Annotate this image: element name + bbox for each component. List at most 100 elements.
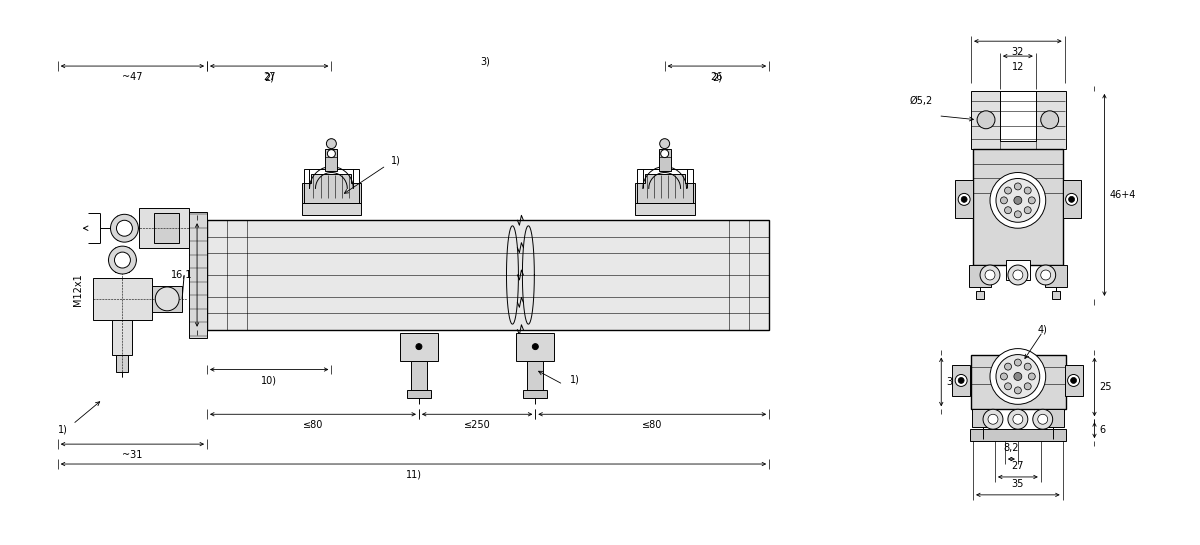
- Bar: [325, 149, 337, 171]
- Bar: [208, 220, 769, 330]
- Circle shape: [983, 409, 1003, 429]
- Circle shape: [1001, 197, 1008, 204]
- Text: 8,2: 8,2: [1003, 443, 1019, 453]
- Bar: [139, 208, 190, 248]
- Text: 35: 35: [1012, 479, 1024, 489]
- Circle shape: [1013, 270, 1022, 280]
- Bar: [1045, 265, 1067, 287]
- Text: 4): 4): [1038, 325, 1048, 335]
- Text: ~31: ~31: [122, 450, 143, 460]
- Bar: [527, 361, 544, 390]
- Text: 3: 3: [947, 377, 953, 387]
- Text: 26: 26: [710, 72, 724, 82]
- Text: 3): 3): [481, 56, 491, 66]
- Circle shape: [1025, 363, 1031, 370]
- Circle shape: [1070, 378, 1076, 384]
- Circle shape: [1036, 265, 1056, 285]
- Circle shape: [660, 138, 670, 149]
- Text: 32: 32: [1012, 47, 1024, 57]
- Bar: [971, 91, 1066, 149]
- Circle shape: [1033, 409, 1052, 429]
- Circle shape: [155, 287, 179, 311]
- Circle shape: [533, 344, 539, 349]
- Circle shape: [1025, 207, 1031, 214]
- Text: ≤80: ≤80: [642, 420, 662, 430]
- Bar: [400, 332, 438, 361]
- Bar: [304, 168, 359, 203]
- Circle shape: [1014, 196, 1022, 204]
- Circle shape: [1068, 374, 1080, 386]
- Text: 27: 27: [263, 72, 276, 82]
- Bar: [952, 365, 970, 396]
- Text: 1): 1): [58, 424, 67, 434]
- Bar: [973, 149, 1063, 265]
- Bar: [523, 390, 547, 398]
- Circle shape: [1004, 383, 1012, 390]
- Bar: [113, 320, 132, 355]
- Text: 27: 27: [1012, 461, 1024, 471]
- Circle shape: [1014, 183, 1021, 190]
- Bar: [955, 180, 973, 219]
- Circle shape: [114, 252, 131, 268]
- Bar: [407, 390, 431, 398]
- Circle shape: [961, 196, 967, 202]
- Bar: [971, 355, 1066, 409]
- Circle shape: [996, 355, 1039, 398]
- Bar: [659, 149, 671, 171]
- Circle shape: [996, 178, 1039, 222]
- Text: 2): 2): [713, 73, 722, 83]
- Bar: [635, 203, 695, 215]
- Bar: [92, 278, 152, 320]
- Bar: [637, 168, 692, 203]
- Circle shape: [1004, 207, 1012, 214]
- Circle shape: [1025, 187, 1031, 194]
- Text: Ø5,2: Ø5,2: [910, 96, 934, 106]
- Circle shape: [328, 150, 335, 158]
- Text: 1): 1): [570, 374, 580, 384]
- Circle shape: [116, 220, 132, 236]
- Bar: [970, 265, 991, 287]
- Circle shape: [661, 150, 668, 158]
- Text: M12x1: M12x1: [73, 274, 83, 306]
- Circle shape: [1014, 359, 1021, 366]
- Bar: [301, 203, 361, 215]
- Circle shape: [108, 246, 137, 274]
- Text: 11): 11): [406, 470, 421, 480]
- Bar: [1042, 409, 1063, 427]
- Text: 2): 2): [265, 73, 275, 83]
- Circle shape: [1040, 270, 1051, 280]
- Text: 12: 12: [1012, 62, 1024, 72]
- Polygon shape: [301, 173, 361, 203]
- Circle shape: [990, 173, 1045, 228]
- Bar: [972, 409, 994, 427]
- Circle shape: [1004, 187, 1012, 194]
- Circle shape: [326, 138, 336, 149]
- Text: 1): 1): [391, 155, 401, 166]
- Circle shape: [416, 344, 422, 349]
- Circle shape: [977, 111, 995, 129]
- Circle shape: [1013, 414, 1022, 424]
- Bar: [155, 213, 179, 243]
- Bar: [1051, 291, 1060, 299]
- Circle shape: [1038, 414, 1048, 424]
- Circle shape: [1040, 111, 1058, 129]
- Text: 10): 10): [262, 376, 277, 385]
- Circle shape: [990, 349, 1045, 404]
- Circle shape: [988, 414, 998, 424]
- Text: 16,1: 16,1: [170, 270, 192, 280]
- Text: 46+4: 46+4: [1109, 190, 1135, 200]
- Text: 25: 25: [1099, 382, 1112, 392]
- Bar: [1063, 180, 1080, 219]
- Circle shape: [958, 378, 964, 384]
- Circle shape: [1066, 193, 1078, 205]
- Circle shape: [1014, 387, 1021, 394]
- Bar: [152, 286, 182, 312]
- Circle shape: [1014, 211, 1021, 218]
- Circle shape: [1004, 363, 1012, 370]
- Circle shape: [1008, 265, 1028, 285]
- Bar: [116, 355, 128, 372]
- Text: ≤250: ≤250: [463, 420, 491, 430]
- Circle shape: [985, 270, 995, 280]
- Circle shape: [1028, 197, 1036, 204]
- Circle shape: [1068, 196, 1074, 202]
